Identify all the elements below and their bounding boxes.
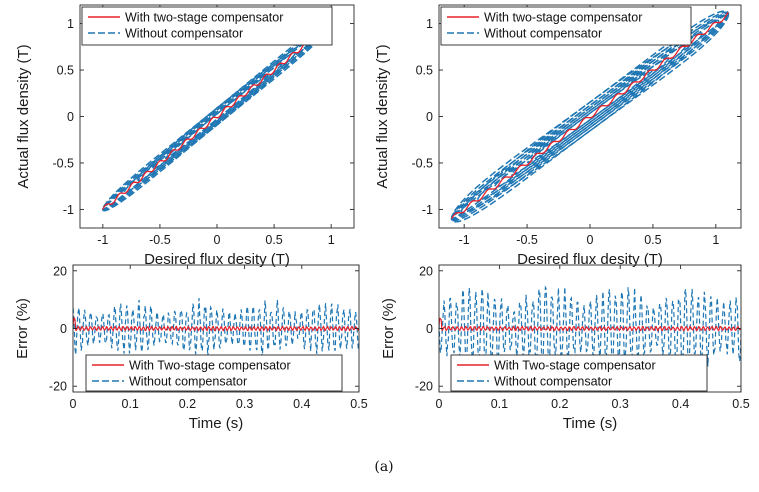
x-tick-label: 1 — [328, 233, 335, 247]
legend-label-compensated: With Two-stage compensator — [494, 359, 656, 373]
x-tick-label: -0.5 — [149, 233, 171, 247]
legend-box — [440, 6, 692, 46]
legend-label-uncompensated: Without compensator — [494, 375, 612, 389]
x-tick-label: 0 — [214, 233, 221, 247]
series-compensated — [451, 11, 729, 220]
legend: With two-stage compensator Without compen… — [440, 6, 692, 46]
y-tick-label: 20 — [53, 264, 67, 278]
x-tick-label: -1 — [459, 233, 470, 247]
y-tick-label: 1 — [426, 17, 433, 31]
series-uncompensated-minor-loop-5 — [460, 19, 720, 214]
plot-area-bottom-left — [73, 298, 359, 358]
y-tick-label: -1 — [63, 203, 74, 217]
legend-label-uncompensated: Without compensator — [129, 375, 247, 389]
legend-label-uncompensated: Without compensator — [484, 27, 602, 41]
series-uncompensated-loop-2 — [102, 22, 332, 211]
y-axis-label: Actual flux density (T) — [15, 44, 32, 188]
legend-label-compensated: With two-stage compensator — [125, 11, 283, 25]
x-tick-label: 0.2 — [551, 397, 568, 411]
x-tick-label: 0 — [70, 397, 77, 411]
series-uncompensated-minor-loop-4 — [123, 40, 311, 193]
plot-area-top-right — [450, 10, 730, 223]
y-tick-label: 0.5 — [57, 64, 74, 78]
legend: With Two-stage compensator Without compen… — [85, 354, 343, 392]
x-tick-label: 0.3 — [612, 397, 629, 411]
y-tick-label: -0.5 — [411, 156, 433, 170]
plot-area-top-left — [101, 21, 332, 212]
chart-top-left: -1 -0.5 0 0.5 1 -1 -0.5 0 0.5 1 Desired flux desit… — [15, 4, 355, 268]
x-tick-label: 0.5 — [644, 233, 661, 247]
legend: With two-stage compensator Without compen… — [81, 6, 333, 46]
y-tick-label: 0 — [67, 110, 74, 124]
y-tick-label: -0.5 — [52, 156, 74, 170]
y-tick-label: 0.5 — [416, 64, 433, 78]
series-uncompensated-minor-loop-2 — [151, 62, 283, 171]
plot-area-bottom-right — [439, 285, 741, 372]
legend-box — [81, 6, 333, 46]
x-axis-label: Desired flux desity (T) — [517, 251, 663, 268]
x-tick-label: 0.5 — [265, 233, 282, 247]
series-uncompensated-minor-loop-4 — [477, 32, 703, 201]
x-tick-label: 0.1 — [491, 397, 508, 411]
series-uncompensated-minor-loop-2 — [510, 57, 670, 176]
legend-label-uncompensated: Without compensator — [125, 27, 243, 41]
y-tick-label: -20 — [49, 380, 67, 394]
x-tick-label: 0 — [587, 233, 594, 247]
legend: With Two-stage compensator Without compen… — [450, 354, 708, 392]
x-axis-label: Desired flux desity (T) — [144, 251, 290, 268]
y-axis-label: Error (%) — [14, 298, 31, 359]
series-compensated — [102, 21, 332, 210]
y-tick-label: 1 — [67, 17, 74, 31]
chart-top-right: -1 -0.5 0 0.5 1 -1 -0.5 0 0.5 1 Desired flux desit… — [374, 4, 742, 268]
legend-box — [85, 354, 343, 392]
legend-box — [450, 354, 708, 392]
series-uncompensated-minor-loop-3 — [137, 51, 297, 182]
x-tick-label: 0.1 — [122, 397, 139, 411]
x-tick-label: 0 — [436, 397, 443, 411]
series-uncompensated-minor-loop-1 — [526, 69, 653, 164]
x-tick-label: 1 — [712, 233, 719, 247]
x-tick-label: 0.4 — [672, 397, 689, 411]
x-tick-label: 0.5 — [732, 397, 749, 411]
y-axis-label: Actual flux density (T) — [374, 44, 391, 188]
x-axis-label: Time (s) — [189, 415, 243, 432]
series-compensated — [439, 317, 741, 332]
series-uncompensated-minor-loop-1 — [164, 73, 269, 160]
series-compensated — [73, 317, 359, 332]
legend-label-compensated: With Two-stage compensator — [129, 359, 291, 373]
y-tick-label: 0 — [426, 322, 433, 336]
x-tick-label: 0.2 — [179, 397, 196, 411]
y-tick-label: -20 — [415, 380, 433, 394]
x-tick-label: 0.4 — [293, 397, 310, 411]
series-uncompensated-loop-1 — [101, 22, 332, 211]
y-tick-label: 0 — [60, 322, 67, 336]
series-uncompensated — [73, 298, 359, 358]
legend-label-compensated: With two-stage compensator — [484, 11, 642, 25]
figure-caption: (a) — [374, 459, 393, 475]
y-axis-label: Error (%) — [380, 298, 397, 359]
x-tick-label: -0.5 — [516, 233, 538, 247]
x-tick-label: 0.5 — [350, 397, 367, 411]
x-tick-label: -1 — [97, 233, 108, 247]
y-tick-label: 0 — [426, 110, 433, 124]
y-tick-label: 20 — [419, 264, 433, 278]
x-tick-label: 0.3 — [236, 397, 253, 411]
series-uncompensated — [439, 285, 741, 372]
y-tick-label: -1 — [422, 203, 433, 217]
series-uncompensated-minor-loop-3 — [493, 44, 687, 189]
x-axis-label: Time (s) — [563, 415, 617, 432]
series-uncompensated-loop-4 — [102, 21, 332, 212]
